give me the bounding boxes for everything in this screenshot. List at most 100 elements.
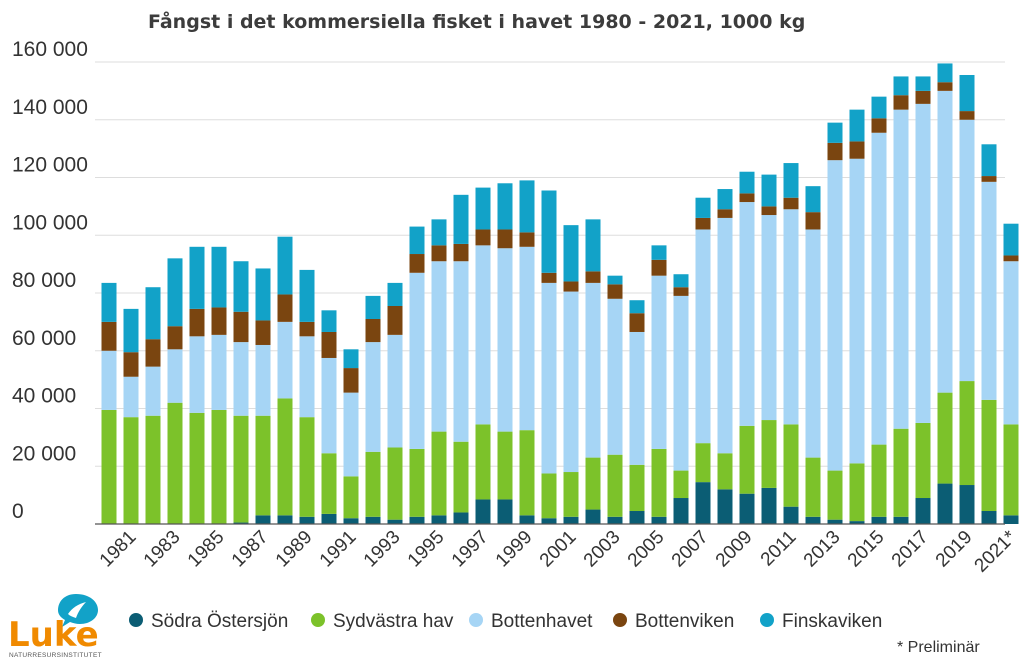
bar-segment — [321, 357, 337, 454]
y-tick-label: 20 000 — [12, 442, 76, 465]
bar-segment — [189, 308, 205, 337]
bar-segment — [519, 232, 535, 247]
x-tick-label: 2007 — [668, 527, 713, 572]
bar-segment — [563, 281, 579, 292]
bar-segment — [475, 499, 491, 524]
legend-marker — [129, 613, 143, 627]
bar-stack — [453, 194, 469, 524]
legend-marker — [613, 613, 627, 627]
bar-stack — [981, 144, 997, 524]
bar-segment — [497, 183, 513, 230]
bar-segment — [607, 516, 623, 524]
bar-segment — [431, 261, 447, 432]
bar-segment — [409, 254, 425, 273]
bar-stack — [519, 180, 535, 524]
bar-stack — [717, 189, 733, 524]
bar-segment — [321, 310, 337, 332]
bar-segment — [827, 142, 843, 161]
x-tick-label: 2003 — [580, 527, 625, 572]
bar-segment — [233, 415, 249, 523]
bar-stack — [1003, 223, 1019, 524]
bar-segment — [893, 76, 909, 96]
x-tick-label: 2013 — [800, 527, 845, 572]
bar-stack — [959, 74, 975, 524]
bar-segment — [497, 248, 513, 432]
legend: Södra Östersjön Sydvästra hav Bottenhavet B… — [129, 611, 882, 632]
bar-segment — [233, 261, 249, 312]
x-tick-label: 2017 — [888, 527, 933, 572]
bar-segment — [431, 515, 447, 524]
bar-segment — [299, 321, 315, 337]
bar-segment — [805, 457, 821, 517]
bar-segment — [453, 512, 469, 524]
bar-segment — [167, 326, 183, 350]
bar-segment — [651, 516, 667, 524]
x-tick-label: 2011 — [757, 527, 801, 571]
x-tick-label: 1991 — [316, 527, 361, 572]
legend-label: Finskaviken — [782, 611, 882, 632]
y-axis-tick-labels: 0 20 000 40 000 60 000 80 000 100 000 120 000 1… — [12, 38, 88, 523]
bar-segment — [827, 470, 843, 520]
bar-segment — [585, 271, 601, 283]
x-tick-label: 2019 — [932, 527, 977, 572]
bar-segment — [123, 417, 139, 524]
bar-segment — [343, 368, 359, 393]
bar-segment — [805, 186, 821, 213]
bar-segment — [497, 229, 513, 249]
bar-segment — [563, 516, 579, 524]
bar-segment — [343, 476, 359, 519]
bar-segment — [937, 483, 953, 524]
bar-stack — [387, 282, 403, 524]
x-tick-label: 2009 — [712, 527, 757, 572]
bar-segment — [827, 122, 843, 143]
bar-segment — [497, 499, 513, 524]
bar-stack — [585, 219, 601, 524]
bar-segment — [717, 189, 733, 210]
x-tick-label: 2005 — [624, 527, 669, 572]
bar-stack — [937, 63, 953, 524]
bar-segment — [123, 308, 139, 353]
bar-segment — [849, 463, 865, 522]
x-tick-label: 2021* — [971, 526, 1021, 576]
bar-segment — [673, 274, 689, 288]
x-tick-label: 1997 — [448, 527, 493, 572]
bar-segment — [805, 212, 821, 230]
bar-segment — [871, 132, 887, 445]
bar-segment — [409, 272, 425, 449]
bar-segment — [453, 261, 469, 442]
bar-segment — [673, 295, 689, 471]
bar-stack — [431, 219, 447, 524]
bar-segment — [959, 381, 975, 486]
bar-segment — [365, 318, 381, 343]
bar-segment — [387, 447, 403, 520]
bar-segment — [145, 415, 161, 524]
x-tick-label: 1993 — [360, 527, 405, 572]
legend-label: Södra Östersjön — [151, 611, 288, 632]
bar-segment — [607, 298, 623, 455]
bar-segment — [409, 516, 425, 524]
bar-segment — [915, 103, 931, 423]
bar-segment — [915, 90, 931, 104]
bar-segment — [343, 392, 359, 477]
bar-segment — [145, 287, 161, 340]
bar-segment — [893, 428, 909, 517]
bar-segment — [563, 472, 579, 517]
bar-segment — [167, 402, 183, 524]
bar-stack — [475, 187, 491, 524]
bar-stack — [167, 258, 183, 524]
bar-segment — [673, 287, 689, 296]
bar-segment — [761, 420, 777, 488]
bar-segment — [453, 243, 469, 262]
bar-segment — [937, 90, 953, 393]
bar-segment — [585, 219, 601, 272]
bar-stack — [761, 174, 777, 524]
bar-stack — [541, 190, 557, 524]
bar-segment — [695, 197, 711, 218]
bar-segment — [827, 160, 843, 471]
x-tick-label: 1989 — [272, 527, 317, 572]
bar-segment — [101, 321, 117, 351]
bar-segment — [541, 473, 557, 519]
bar-segment — [849, 141, 865, 159]
bar-segment — [255, 320, 271, 345]
bar-segment — [541, 272, 557, 283]
